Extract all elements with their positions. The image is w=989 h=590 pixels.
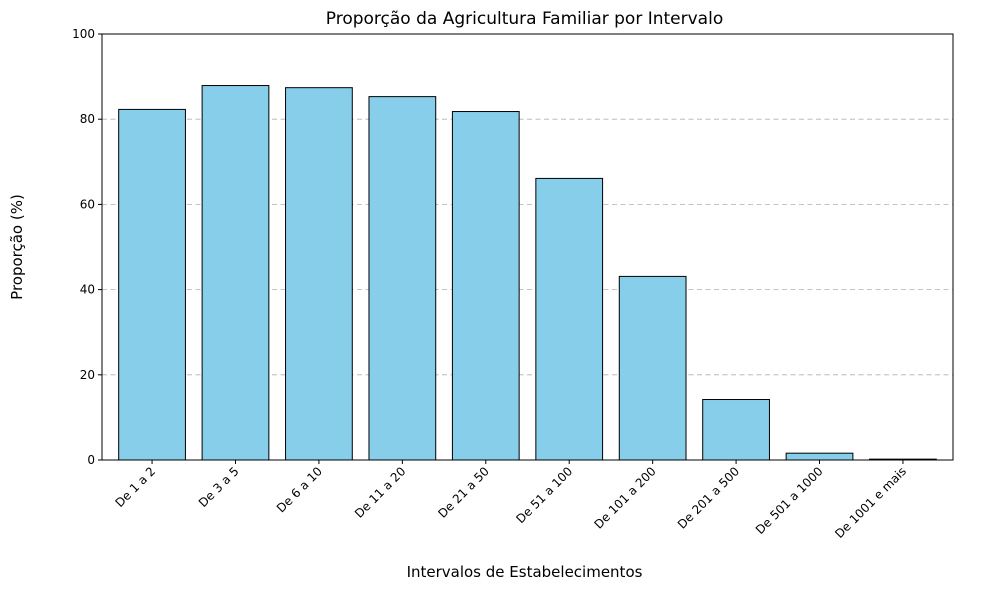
y-tick-label: 60 [80, 197, 95, 211]
bar [535, 177, 604, 461]
bars [118, 85, 937, 461]
bar [285, 87, 353, 461]
x-axis-ticks: De 1 a 2 De 3 a 5 De 6 a 10 De 11 a 20 De 21… [112, 460, 909, 541]
x-tick-label: De 1 a 2 [112, 464, 158, 510]
y-axis-label: Proporção (%) [8, 194, 26, 300]
bar [201, 85, 270, 461]
grid-lines [102, 118, 953, 376]
bar [785, 452, 854, 461]
x-tick-label: De 3 a 5 [196, 464, 242, 510]
bar [618, 275, 687, 461]
y-axis-ticks: 0 20 40 60 80 100 [72, 27, 102, 467]
y-tick-label: 40 [80, 283, 95, 297]
x-tick-label: De 6 a 10 [274, 464, 325, 515]
x-tick-label: De 1001 e mais [832, 464, 909, 541]
bar [368, 96, 437, 461]
bar [451, 111, 520, 461]
bar [702, 399, 770, 461]
x-tick-label: De 21 a 50 [435, 464, 492, 521]
plot-frame [101, 33, 954, 461]
x-tick-label: De 501 a 1000 [753, 464, 826, 537]
x-tick-label: De 101 a 200 [591, 464, 658, 531]
y-tick-label: 80 [80, 112, 95, 126]
y-tick-label: 0 [87, 453, 95, 467]
x-tick-label: De 201 a 500 [675, 464, 742, 531]
y-tick-label: 20 [80, 368, 95, 382]
y-tick-label: 100 [72, 27, 95, 41]
bar [118, 108, 186, 461]
chart-title: Proporção da Agricultura Familiar por In… [326, 9, 723, 29]
x-axis-label: Intervalos de Estabelecimentos [407, 563, 643, 581]
x-tick-label: De 11 a 20 [352, 464, 409, 521]
x-tick-label: De 51 a 100 [513, 464, 575, 526]
